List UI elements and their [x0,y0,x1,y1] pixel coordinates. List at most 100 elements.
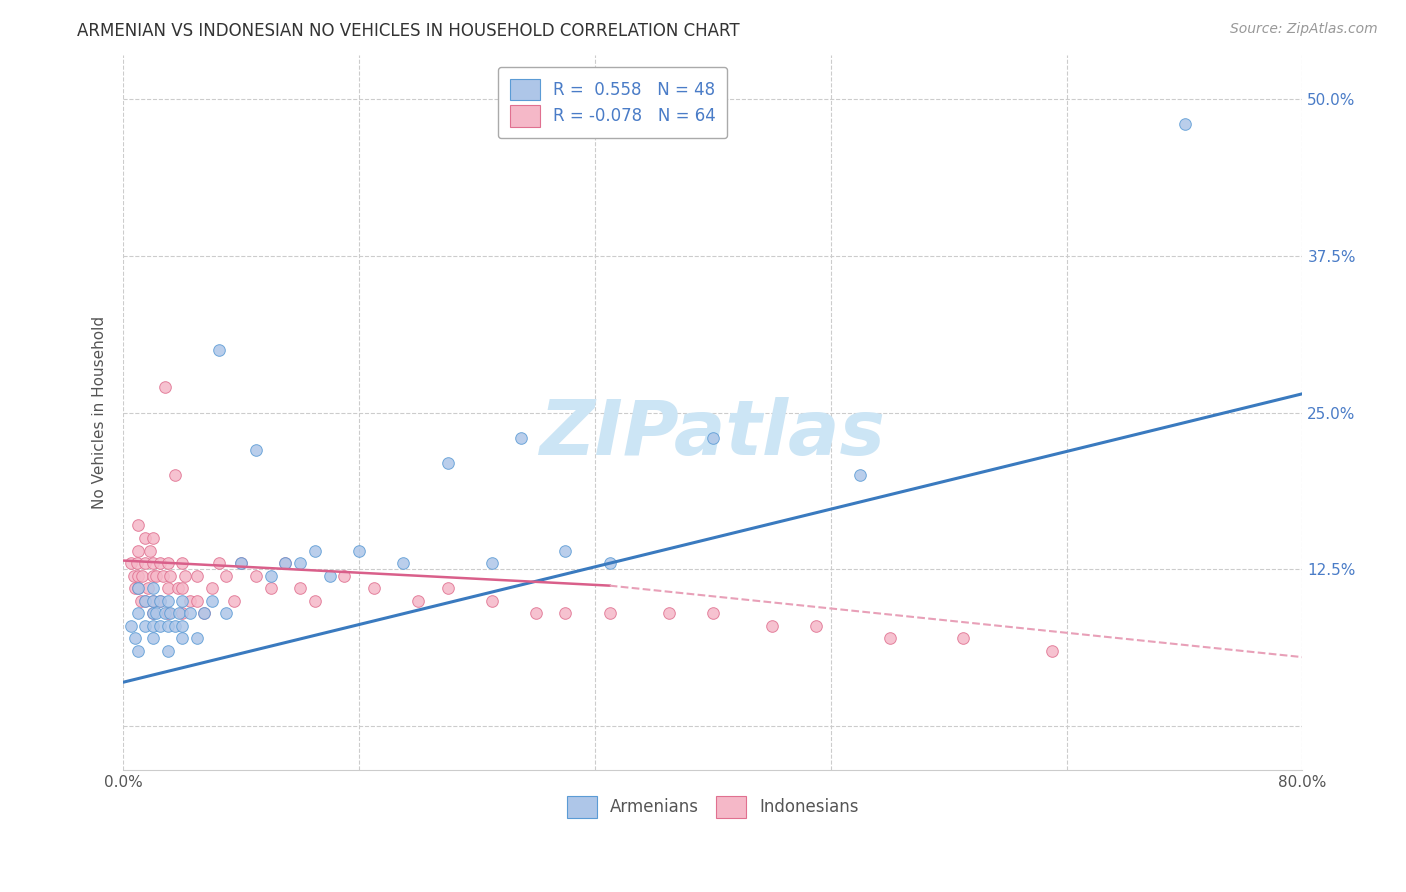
Point [139,543,162,558]
Point [288,581,311,595]
Point [153,380,176,394]
Point [333,568,356,582]
Point [124,581,146,595]
Point [142,593,165,607]
Point [406,593,429,607]
Point [392,556,415,570]
Point [260,568,283,582]
Point [481,556,503,570]
Point [172,632,194,646]
Point [156,581,179,595]
Point [134,593,156,607]
Point [363,581,385,595]
Point [156,593,179,607]
Point [347,543,370,558]
Point [208,556,231,570]
Point [142,619,165,633]
Point [208,343,231,357]
Point [169,606,191,620]
Point [134,593,156,607]
Point [186,632,208,646]
Point [127,606,149,620]
Point [156,619,179,633]
Point [179,593,201,607]
Point [134,619,156,633]
Point [245,568,267,582]
Point [524,606,547,620]
Point [554,543,576,558]
Point [142,632,165,646]
Point [481,593,503,607]
Point [172,581,194,595]
Point [174,568,197,582]
Point [149,593,172,607]
Point [122,568,145,582]
Point [172,593,194,607]
Point [159,568,181,582]
Point [702,431,724,445]
Point [599,556,621,570]
Point [599,606,621,620]
Point [231,556,253,570]
Point [127,581,149,595]
Point [120,619,142,633]
Point [142,606,165,620]
Point [245,443,267,458]
Legend: Armenians, Indonesians: Armenians, Indonesians [558,788,868,826]
Point [804,619,827,633]
Y-axis label: No Vehicles in Household: No Vehicles in Household [93,316,107,509]
Point [186,568,208,582]
Text: ARMENIAN VS INDONESIAN NO VEHICLES IN HOUSEHOLD CORRELATION CHART: ARMENIAN VS INDONESIAN NO VEHICLES IN HO… [77,22,740,40]
Point [142,556,165,570]
Point [172,606,194,620]
Point [142,593,165,607]
Point [215,568,238,582]
Point [142,568,165,582]
Point [145,606,167,620]
Text: Source: ZipAtlas.com: Source: ZipAtlas.com [1230,22,1378,37]
Point [134,531,156,545]
Point [1174,117,1197,131]
Point [124,632,146,646]
Point [554,606,576,620]
Point [127,644,149,658]
Point [222,593,245,607]
Point [159,606,181,620]
Point [163,468,186,483]
Point [304,543,326,558]
Point [274,556,297,570]
Point [127,568,149,582]
Point [120,556,142,570]
Point [153,606,176,620]
Point [1040,644,1063,658]
Point [125,556,148,570]
Point [702,606,724,620]
Point [142,581,165,595]
Point [304,593,326,607]
Point [186,593,208,607]
Point [127,581,149,595]
Point [201,593,224,607]
Point [193,606,215,620]
Point [134,556,156,570]
Point [172,556,194,570]
Point [510,431,533,445]
Point [163,619,186,633]
Point [436,456,458,470]
Point [172,619,194,633]
Point [201,581,224,595]
Point [127,518,149,533]
Point [127,543,149,558]
Point [231,556,253,570]
Point [318,568,340,582]
Point [260,581,283,595]
Point [849,468,872,483]
Point [149,556,172,570]
Point [761,619,783,633]
Point [156,556,179,570]
Point [166,581,188,595]
Point [215,606,238,620]
Point [149,593,172,607]
Point [129,593,152,607]
Point [138,581,160,595]
